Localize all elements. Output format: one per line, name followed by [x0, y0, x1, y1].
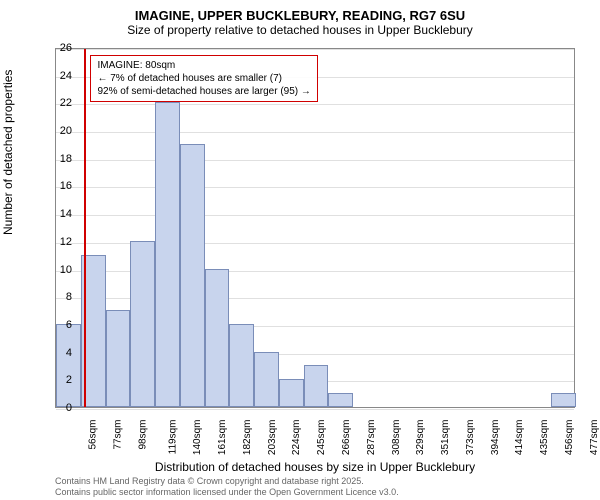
y-tick-label: 24 [52, 70, 72, 82]
y-tick-label: 26 [52, 42, 72, 54]
y-axis-label: Number of detached properties [1, 70, 15, 235]
histogram-bar [180, 144, 205, 407]
gridline [56, 409, 574, 410]
x-tick-label: 329sqm [415, 420, 426, 456]
x-tick-label: 161sqm [217, 420, 228, 456]
x-tick-label: 373sqm [465, 420, 476, 456]
x-tick-label: 435sqm [539, 420, 550, 456]
x-tick-label: 245sqm [316, 420, 327, 456]
chart-plot-area: IMAGINE: 80sqm← 7% of detached houses ar… [55, 48, 575, 408]
x-tick-label: 98sqm [137, 420, 148, 450]
x-tick-label: 224sqm [292, 420, 303, 456]
x-tick-label: 308sqm [391, 420, 402, 456]
gridline [56, 160, 574, 161]
histogram-bar [254, 352, 279, 407]
histogram-bar [304, 365, 329, 407]
histogram-bar [155, 102, 180, 407]
x-tick-label: 456sqm [564, 420, 575, 456]
y-tick-label: 16 [52, 180, 72, 192]
histogram-bar [279, 379, 304, 407]
histogram-bar [205, 269, 230, 407]
histogram-bar [229, 324, 254, 407]
x-tick-label: 477sqm [589, 420, 600, 456]
gridline [56, 49, 574, 50]
y-tick-label: 20 [52, 125, 72, 137]
histogram-bar [56, 324, 81, 407]
histogram-bar [106, 310, 131, 407]
x-tick-label: 203sqm [267, 420, 278, 456]
histogram-bar [130, 241, 155, 407]
x-tick-label: 119sqm [167, 420, 178, 455]
x-tick-label: 77sqm [113, 420, 124, 450]
x-tick-label: 140sqm [192, 420, 203, 456]
y-tick-label: 2 [52, 374, 72, 386]
y-tick-label: 6 [52, 319, 72, 331]
x-tick-label: 182sqm [242, 420, 253, 456]
y-tick-label: 18 [52, 153, 72, 165]
footer-attribution: Contains HM Land Registry data © Crown c… [55, 476, 399, 498]
y-tick-label: 14 [52, 208, 72, 220]
y-tick-label: 12 [52, 236, 72, 248]
x-tick-label: 56sqm [88, 420, 99, 450]
chart-title: IMAGINE, UPPER BUCKLEBURY, READING, RG7 … [0, 0, 600, 23]
y-tick-label: 0 [52, 402, 72, 414]
gridline [56, 132, 574, 133]
y-tick-label: 22 [52, 97, 72, 109]
chart-container: IMAGINE, UPPER BUCKLEBURY, READING, RG7 … [0, 0, 600, 500]
annotation-line2: 92% of semi-detached houses are larger (… [97, 85, 310, 98]
annotation-line1: ← 7% of detached houses are smaller (7) [97, 72, 310, 85]
x-tick-label: 266sqm [341, 420, 352, 456]
footer-line1: Contains HM Land Registry data © Crown c… [55, 476, 399, 487]
y-tick-label: 4 [52, 347, 72, 359]
gridline [56, 187, 574, 188]
histogram-bar [551, 393, 576, 407]
annotation-title: IMAGINE: 80sqm [97, 59, 310, 72]
x-axis-label: Distribution of detached houses by size … [55, 460, 575, 474]
y-tick-label: 10 [52, 264, 72, 276]
marker-line [84, 49, 86, 407]
gridline [56, 215, 574, 216]
x-tick-label: 287sqm [366, 420, 377, 456]
gridline [56, 104, 574, 105]
histogram-bar [328, 393, 353, 407]
chart-subtitle: Size of property relative to detached ho… [0, 23, 600, 41]
footer-line2: Contains public sector information licen… [55, 487, 399, 498]
x-tick-label: 414sqm [514, 420, 525, 456]
x-tick-label: 394sqm [490, 420, 501, 456]
annotation-box: IMAGINE: 80sqm← 7% of detached houses ar… [90, 55, 317, 102]
y-tick-label: 8 [52, 291, 72, 303]
x-tick-label: 351sqm [440, 420, 451, 456]
